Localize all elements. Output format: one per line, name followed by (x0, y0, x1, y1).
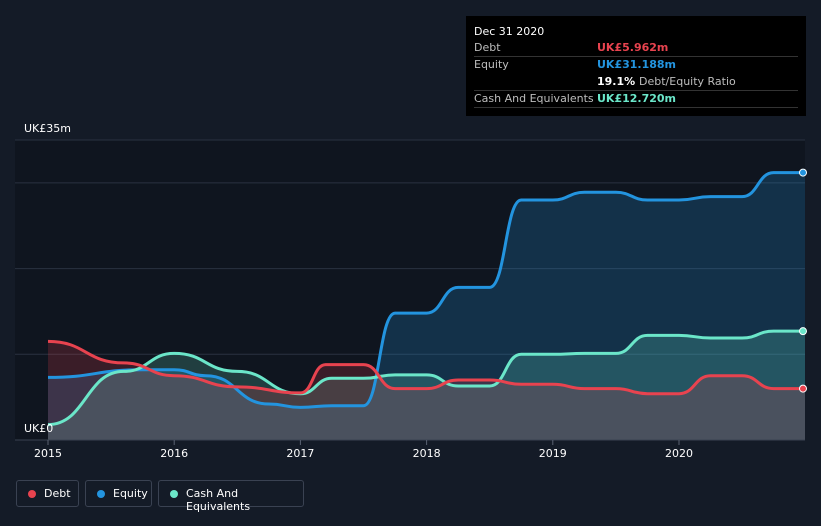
legend-debt-label: Debt (44, 487, 71, 500)
tooltip-ratio: 19.1% Debt/Equity Ratio (597, 75, 736, 88)
equity-line (47, 171, 805, 409)
tooltip-equity-value: UK£31.188m (597, 58, 677, 71)
legend-cash-label: Cash And Equivalents (186, 487, 251, 513)
x-tick-label: 2019 (538, 447, 567, 460)
legend-cash[interactable]: Cash And Equivalents (158, 480, 304, 513)
legend-equity-label: Equity (113, 487, 148, 500)
equity-legend-dot-icon (97, 490, 105, 498)
debt-legend-dot-icon (28, 490, 36, 498)
cash-legend-dot-icon (170, 490, 178, 498)
tooltip-debt-label: Debt (474, 41, 501, 54)
tooltip-cash-label: Cash And Equivalents (474, 92, 594, 105)
cash-endpoint (799, 327, 807, 336)
legend-equity[interactable]: Equity (85, 480, 152, 507)
tooltip-ratio-label: Debt/Equity Ratio (639, 75, 736, 88)
debt-endpoint (799, 384, 807, 393)
equity-area (48, 172, 805, 440)
series-endpoints (799, 168, 807, 393)
cash-area (48, 331, 805, 440)
tooltip-ratio-value: 19.1% (597, 75, 636, 88)
x-tick-label: 2018 (412, 447, 441, 460)
x-tick-label: 2020 (665, 447, 693, 460)
legend-debt[interactable]: Debt (16, 480, 79, 507)
series-lines (47, 171, 805, 427)
debt-area (48, 341, 805, 440)
x-tick-label: 2017 (286, 447, 315, 460)
tooltip-cash-value: UK£12.720m (597, 92, 677, 105)
x-tick-label: 2016 (160, 447, 189, 460)
tooltip-panel: Dec 31 2020 Debt UK£5.962m Equity UK£31.… (466, 16, 806, 116)
equity-endpoint (799, 168, 807, 177)
tooltip-equity-row: Equity UK£31.188m (474, 57, 798, 73)
debt-line (47, 339, 805, 396)
y-axis-top-label: UK£35m (24, 122, 71, 135)
tooltip-divider-row (474, 74, 798, 91)
x-axis-ticks (47, 440, 680, 445)
tooltip-date: Dec 31 2020 (474, 25, 545, 38)
y-axis-bottom-label: UK£0 (24, 422, 54, 435)
x-tick-label: 2015 (34, 447, 62, 460)
cash-line (47, 329, 805, 427)
tooltip-debt-value: UK£5.962m (597, 41, 669, 54)
series-areas (48, 172, 805, 440)
gridlines (15, 139, 805, 355)
tooltip-equity-label: Equity (474, 58, 509, 71)
tooltip-cash-row: Cash And Equivalents UK£12.720m (474, 91, 798, 108)
tooltip-debt-row: Debt UK£5.962m (474, 40, 798, 57)
